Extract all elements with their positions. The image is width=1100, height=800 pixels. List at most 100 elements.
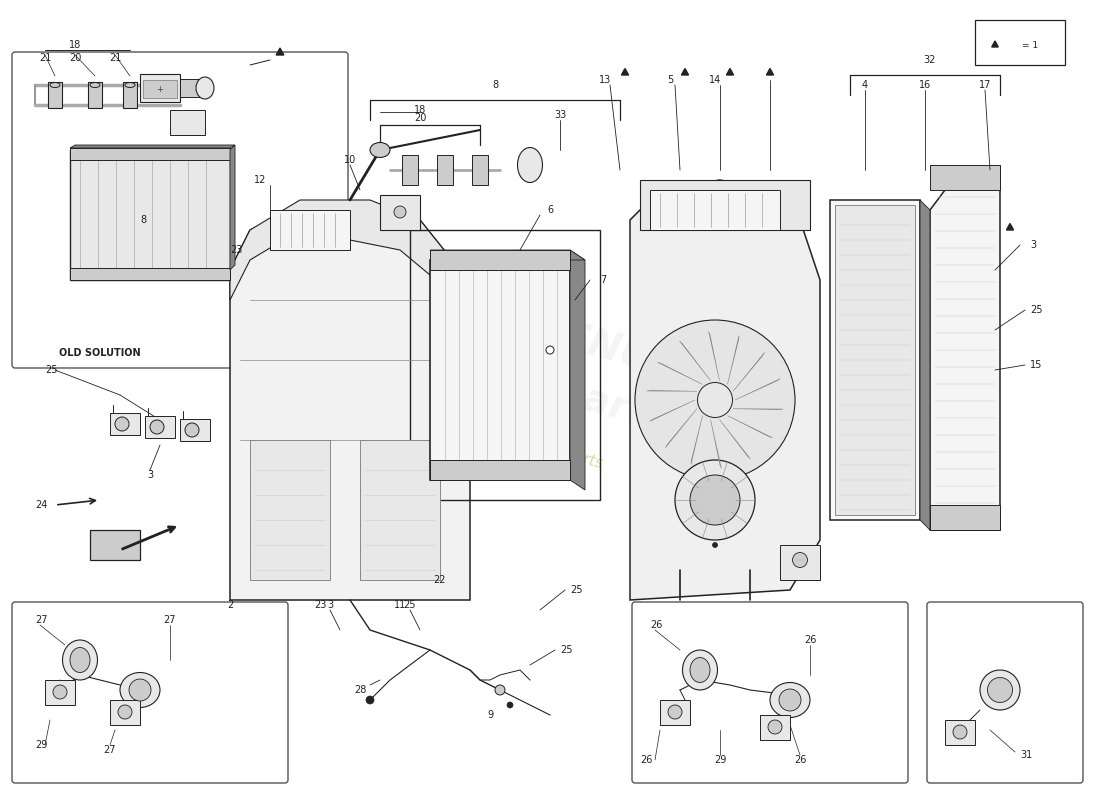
Text: 26: 26 [804, 635, 816, 645]
Text: 25: 25 [570, 585, 583, 595]
Ellipse shape [120, 673, 160, 707]
Text: 21: 21 [39, 53, 52, 63]
Bar [123, 82, 138, 108]
Text: 29: 29 [714, 755, 726, 765]
Bar [88, 82, 102, 108]
Ellipse shape [770, 682, 810, 718]
Ellipse shape [635, 320, 795, 480]
Text: 25: 25 [45, 365, 57, 375]
Text: GENUINE
parts: GENUINE parts [514, 310, 726, 450]
Ellipse shape [129, 679, 151, 701]
Ellipse shape [116, 417, 129, 431]
Ellipse shape [768, 720, 782, 734]
Bar [379, 195, 420, 230]
Bar [170, 110, 205, 135]
Text: 33: 33 [554, 110, 566, 120]
Text: 25: 25 [560, 645, 572, 655]
Text: 28: 28 [354, 685, 366, 695]
Polygon shape [70, 145, 235, 148]
Text: 13: 13 [598, 75, 612, 85]
Text: 18: 18 [69, 40, 81, 50]
Ellipse shape [546, 346, 554, 354]
Text: 24: 24 [35, 500, 47, 510]
Text: 25: 25 [1030, 305, 1043, 315]
Ellipse shape [150, 420, 164, 434]
Text: 23: 23 [314, 600, 327, 610]
Text: 18: 18 [414, 105, 426, 115]
FancyBboxPatch shape [12, 602, 288, 783]
Text: 27: 27 [35, 615, 47, 625]
Text: 22: 22 [433, 575, 447, 585]
Text: 2: 2 [227, 600, 233, 610]
Ellipse shape [370, 142, 390, 158]
Text: 5: 5 [667, 75, 673, 85]
Bar [45, 680, 75, 705]
Text: 6: 6 [547, 205, 553, 215]
Bar [70, 148, 230, 160]
Text: 15: 15 [1030, 360, 1043, 370]
Polygon shape [735, 378, 780, 400]
Text: 16: 16 [918, 80, 931, 90]
Polygon shape [711, 419, 722, 469]
Ellipse shape [792, 553, 807, 567]
Bar [402, 155, 418, 185]
Text: 26: 26 [650, 620, 662, 630]
Ellipse shape [70, 647, 90, 673]
Ellipse shape [690, 658, 710, 682]
Text: 32: 32 [924, 55, 936, 65]
Polygon shape [630, 180, 820, 600]
Polygon shape [920, 200, 929, 530]
Text: a part of parts: a part of parts [495, 429, 605, 471]
Text: 3: 3 [1030, 240, 1036, 250]
Ellipse shape [366, 696, 374, 704]
Bar [640, 180, 810, 230]
Bar [472, 155, 488, 185]
Ellipse shape [953, 725, 967, 739]
Text: 8: 8 [492, 80, 498, 90]
Ellipse shape [196, 77, 214, 99]
Bar [830, 200, 920, 520]
Bar [145, 416, 175, 438]
Polygon shape [691, 416, 703, 465]
Bar [48, 82, 62, 108]
Bar [430, 250, 570, 270]
Text: 3: 3 [147, 470, 153, 480]
Bar [760, 715, 790, 740]
Polygon shape [658, 362, 703, 384]
Ellipse shape [713, 542, 717, 547]
Bar [945, 720, 975, 745]
Polygon shape [230, 145, 235, 270]
Bar [410, 230, 600, 500]
Polygon shape [650, 400, 695, 422]
Polygon shape [680, 341, 711, 381]
Bar [660, 700, 690, 725]
Ellipse shape [185, 423, 199, 437]
Polygon shape [930, 170, 1000, 530]
Text: 23: 23 [230, 245, 242, 255]
Ellipse shape [53, 685, 67, 699]
Polygon shape [767, 69, 773, 75]
Bar [90, 530, 140, 560]
Ellipse shape [63, 640, 98, 680]
Text: 12: 12 [254, 175, 266, 185]
Text: 20: 20 [69, 53, 81, 63]
Ellipse shape [988, 678, 1012, 702]
Polygon shape [430, 250, 585, 260]
Polygon shape [719, 419, 750, 459]
Ellipse shape [394, 206, 406, 218]
Text: 31: 31 [1020, 750, 1032, 760]
Polygon shape [992, 41, 999, 47]
Text: 8: 8 [140, 215, 146, 225]
Text: 17: 17 [979, 80, 991, 90]
Bar [250, 440, 330, 580]
Text: 9: 9 [487, 710, 493, 720]
Polygon shape [621, 69, 628, 75]
Bar [437, 155, 453, 185]
Bar [930, 505, 1000, 530]
Ellipse shape [980, 670, 1020, 710]
FancyBboxPatch shape [632, 602, 908, 783]
Ellipse shape [517, 147, 542, 182]
Polygon shape [681, 69, 689, 75]
Ellipse shape [118, 705, 132, 719]
Bar [930, 165, 1000, 190]
